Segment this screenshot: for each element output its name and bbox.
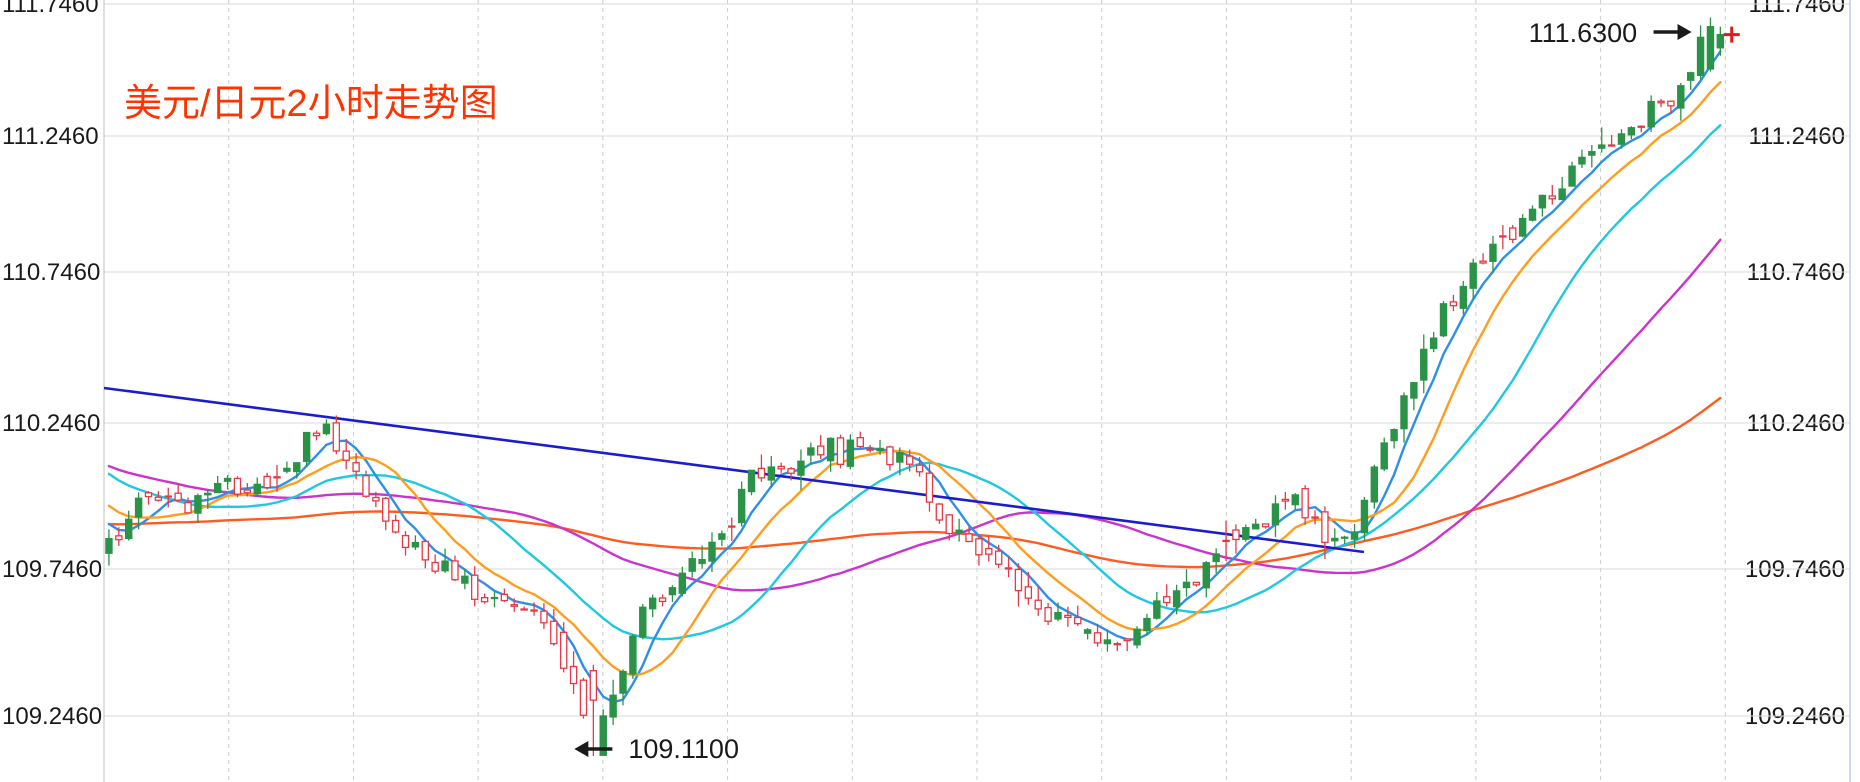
svg-text:美元/日元2小时走势图: 美元/日元2小时走势图 [124,83,498,125]
svg-text:109.7460: 109.7460 [2,556,102,583]
svg-text:111.6300: 111.6300 [1529,18,1638,48]
svg-text:109.1100: 109.1100 [628,734,739,764]
svg-text:111.2460: 111.2460 [2,123,99,150]
svg-text:109.2460: 109.2460 [2,703,102,730]
svg-text:110.7460: 110.7460 [2,259,100,286]
svg-text:111.7460: 111.7460 [1748,0,1845,18]
svg-text:110.2460: 110.2460 [2,410,100,437]
svg-text:111.7460: 111.7460 [2,0,99,18]
